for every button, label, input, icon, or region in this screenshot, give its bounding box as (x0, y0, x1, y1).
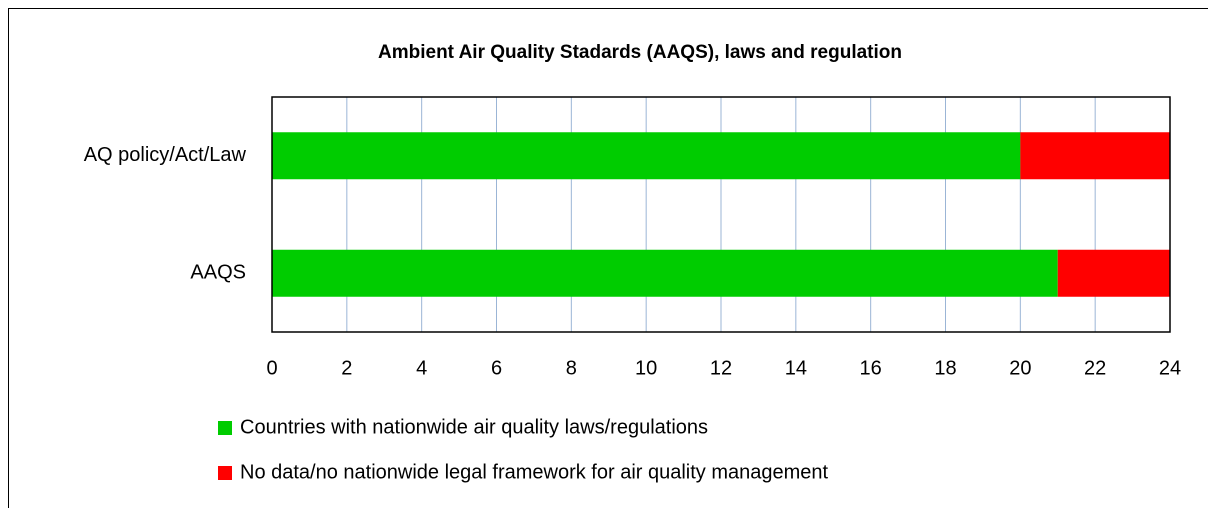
legend-swatch (218, 421, 232, 435)
bar-segment (272, 132, 1021, 180)
legend-label: Countries with nationwide air quality la… (240, 416, 708, 438)
x-tick-label: 12 (710, 357, 732, 379)
x-tick-label: 4 (416, 357, 427, 379)
legend-swatch (218, 466, 232, 480)
y-tick-label: AQ policy/Act/Law (84, 144, 247, 166)
x-tick-label: 18 (934, 357, 956, 379)
x-tick-label: 24 (1159, 357, 1181, 379)
x-tick-label: 6 (491, 357, 502, 379)
y-tick-label: AAQS (190, 262, 246, 284)
x-tick-label: 14 (785, 357, 807, 379)
x-tick-label: 8 (566, 357, 577, 379)
legend-label: No data/no nationwide legal framework fo… (240, 461, 829, 483)
x-tick-label: 20 (1009, 357, 1031, 379)
x-tick-label: 2 (341, 357, 352, 379)
bar-segment (1057, 249, 1170, 297)
x-tick-label: 22 (1084, 357, 1106, 379)
chart-border (8, 8, 1208, 508)
bar-segment (1020, 132, 1170, 180)
chart-title: Ambient Air Quality Stadards (AAQS), law… (378, 42, 902, 63)
x-tick-label: 10 (635, 357, 657, 379)
x-tick-label: 0 (266, 357, 277, 379)
bar-segment (272, 249, 1058, 297)
plot-border (271, 96, 1171, 333)
x-tick-label: 16 (860, 357, 882, 379)
